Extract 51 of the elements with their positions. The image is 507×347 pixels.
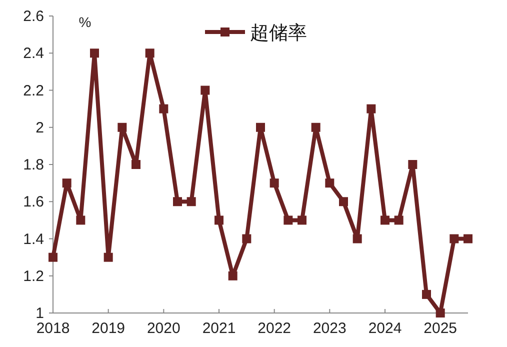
legend: 超储率 [205, 23, 307, 44]
legend-label: 超储率 [250, 22, 307, 44]
point [450, 234, 459, 244]
y-tick-label: 1.4 [23, 230, 44, 248]
y-tick-label: 2 [36, 119, 44, 136]
point [380, 216, 390, 225]
point [118, 122, 127, 132]
point [145, 48, 154, 58]
point [464, 234, 472, 244]
point [311, 122, 320, 132]
x-tick-label: 2024 [368, 320, 402, 337]
x-tick-label: 2021 [202, 320, 236, 337]
point [325, 178, 334, 188]
point [76, 216, 86, 225]
x-tick-label: 2022 [258, 320, 292, 337]
point [228, 271, 238, 280]
y-axis-title: % [78, 14, 92, 30]
point [200, 86, 210, 95]
point [62, 178, 72, 188]
y-tick-label: 1.2 [23, 268, 44, 285]
y-tick-label: 2.6 [23, 8, 44, 25]
point [366, 104, 376, 114]
point [173, 197, 182, 206]
point [214, 216, 224, 225]
y-tick-label: 2.2 [23, 82, 44, 100]
y-tick-label: 1 [36, 305, 44, 322]
x-tick-label: 2019 [92, 320, 126, 337]
point [48, 252, 58, 262]
point [422, 290, 431, 299]
point [394, 216, 404, 225]
x-tick-label: 2025 [424, 320, 458, 337]
x-tick-label: 2020 [146, 320, 180, 337]
point [104, 252, 113, 262]
y-tick-label: 1.6 [23, 194, 44, 211]
point [132, 160, 140, 169]
point [242, 234, 252, 244]
x-tick-label: 2018 [36, 320, 70, 337]
y-tick-label: 2.4 [23, 45, 44, 62]
point [408, 160, 418, 169]
point [186, 197, 196, 206]
point [90, 48, 99, 58]
point [284, 216, 293, 225]
point [159, 104, 168, 114]
point [270, 178, 279, 188]
x-tick-label: 2023 [312, 320, 346, 337]
point [436, 308, 445, 318]
y-tick-label: 1.8 [23, 156, 44, 174]
point [298, 216, 306, 225]
point [339, 197, 348, 206]
point [352, 234, 362, 244]
point [256, 122, 265, 132]
